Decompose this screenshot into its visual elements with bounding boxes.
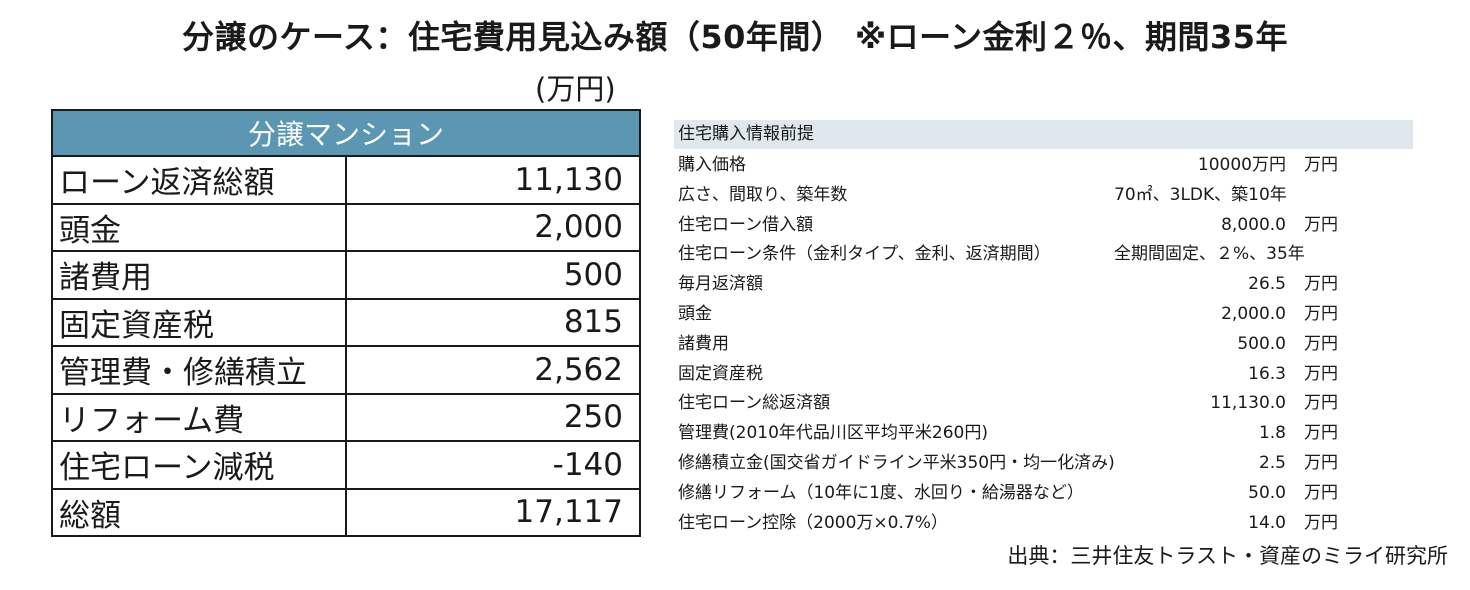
info-row-value: 50.0 [1248,482,1286,503]
info-row-unit: 万円 [1304,155,1338,175]
info-row: 修繕積立金(国交省ガイドライン平米350円・均一化済み) 2.5 万円 [674,449,1434,479]
info-row-unit: 万円 [1304,393,1338,414]
cost-table-row: リフォーム費 250 [51,392,641,442]
info-row-value: 70㎡、3LDK、築10年 [1114,184,1287,205]
cost-row-label: 管理費・修繕積立 [51,345,347,395]
info-row: 購入価格 10000万円 万円 [674,151,1434,181]
info-row: 諸費用 500.0 万円 [674,330,1434,360]
info-row-label: 住宅ローン控除（2000万×0.7%） [678,512,948,533]
cost-table-row: 諸費用 500 [51,250,641,300]
cost-table-header: 分譲マンション [51,109,641,157]
info-row: 住宅ローン借入額 8,000.0 万円 [674,211,1434,241]
cost-table-row: 頭金 2,000 [51,202,641,252]
source-note: 出典：三井住友トラスト・資産のミライ研究所 [1007,544,1448,568]
cost-row-label: ローン返済総額 [51,155,347,205]
info-row-label: 管理費(2010年代品川区平均平米260円) [678,423,988,444]
info-row-unit: 万円 [1304,482,1338,503]
info-row: 頭金 2,000.0 万円 [674,300,1434,330]
info-row-label: 毎月返済額 [678,274,763,295]
info-row-value: 10000万円 [1197,155,1286,175]
cost-table-row: ローン返済総額 11,130 [51,155,641,205]
info-row-unit: 万円 [1304,363,1338,384]
info-row-unit: 万円 [1304,303,1338,324]
info-row-value: 全期間固定、２%、35年 [1114,244,1305,265]
info-row: 住宅ローン条件（金利タイプ、金利、返済期間） 全期間固定、２%、35年 [674,240,1434,270]
info-row-label: 修繕積立金(国交省ガイドライン平米350円・均一化済み) [678,452,1115,473]
info-row: 管理費(2010年代品川区平均平米260円) 1.8 万円 [674,419,1434,449]
info-row-label: 広さ、間取り、築年数 [678,184,848,205]
info-row: 広さ、間取り、築年数 70㎡、3LDK、築10年 [674,181,1434,211]
info-row: 修繕リフォーム（10年に1度、水回り・給湯器など） 50.0 万円 [674,479,1434,509]
cost-table-row: 管理費・修繕積立 2,562 [51,345,641,395]
info-row-value: 8,000.0 [1221,214,1286,235]
info-row-label: 住宅ローン総返済額 [678,393,831,414]
info-row-label: 頭金 [678,303,712,324]
cost-row-label: 諸費用 [51,250,347,300]
info-row-value: 26.5 [1248,274,1286,295]
info-row-unit: 万円 [1304,512,1338,533]
cost-row-value: -140 [345,440,641,490]
cost-row-value: 500 [345,250,641,300]
info-row-value: 14.0 [1248,512,1286,533]
cost-table-row: 住宅ローン減税 -140 [51,440,641,490]
info-row-unit: 万円 [1304,333,1338,354]
cost-row-label: リフォーム費 [51,392,347,442]
info-row: 固定資産税 16.3 万円 [674,360,1434,390]
cost-table: 分譲マンション ローン返済総額 11,130 頭金 2,000 諸費用 500 固定資産税 8… [51,109,641,537]
cost-row-label: 固定資産税 [51,297,347,347]
cost-row-value: 2,562 [345,345,641,395]
info-row-value: 2.5 [1258,452,1286,473]
cost-row-value: 250 [345,392,641,442]
info-row-label: 購入価格 [678,155,746,175]
page-title: 分譲のケース：住宅費用見込み額（50年間） ※ローン金利２％、期間35年 [181,18,1289,56]
cost-table-header-row: 分譲マンション [51,109,641,157]
unit-label: (万円) [535,72,616,106]
info-row-label: 住宅ローン借入額 [678,214,814,235]
info-row-value: 500.0 [1237,333,1286,354]
info-row-unit: 万円 [1304,452,1338,473]
info-row-label: 修繕リフォーム（10年に1度、水回り・給湯器など） [678,482,1084,503]
cost-table-row: 固定資産税 815 [51,297,641,347]
info-row-unit: 万円 [1304,274,1338,295]
cost-row-value: 815 [345,297,641,347]
info-row-label: 諸費用 [678,333,729,354]
cost-table-row: 総額 17,117 [51,487,641,537]
cost-row-value: 11,130 [345,155,641,205]
info-row-label: 固定資産税 [678,363,763,384]
cost-row-value: 17,117 [345,487,641,537]
info-row: 住宅ローン控除（2000万×0.7%） 14.0 万円 [674,509,1434,539]
info-row-value: 1.8 [1258,423,1286,444]
info-row-value: 11,130.0 [1210,393,1286,414]
cost-row-value: 2,000 [345,202,641,252]
info-row: 毎月返済額 26.5 万円 [674,270,1434,300]
info-row-value: 2,000.0 [1221,303,1286,324]
cost-row-label: 総額 [51,487,347,537]
info-header: 住宅購入情報前提 [674,120,1413,149]
info-row-value: 16.3 [1248,363,1286,384]
info-list: 購入価格 10000万円 万円 広さ、間取り、築年数 70㎡、3LDK、築10年 住宅ロー… [674,151,1434,538]
info-row: 住宅ローン総返済額 11,130.0 万円 [674,389,1434,419]
cost-row-label: 住宅ローン減税 [51,440,347,490]
info-row-unit: 万円 [1304,214,1338,235]
cost-table-body: ローン返済総額 11,130 頭金 2,000 諸費用 500 固定資産税 815 管理費・修繕… [51,155,641,537]
info-row-label: 住宅ローン条件（金利タイプ、金利、返済期間） [678,244,1051,265]
info-row-unit: 万円 [1304,423,1338,444]
cost-row-label: 頭金 [51,202,347,252]
